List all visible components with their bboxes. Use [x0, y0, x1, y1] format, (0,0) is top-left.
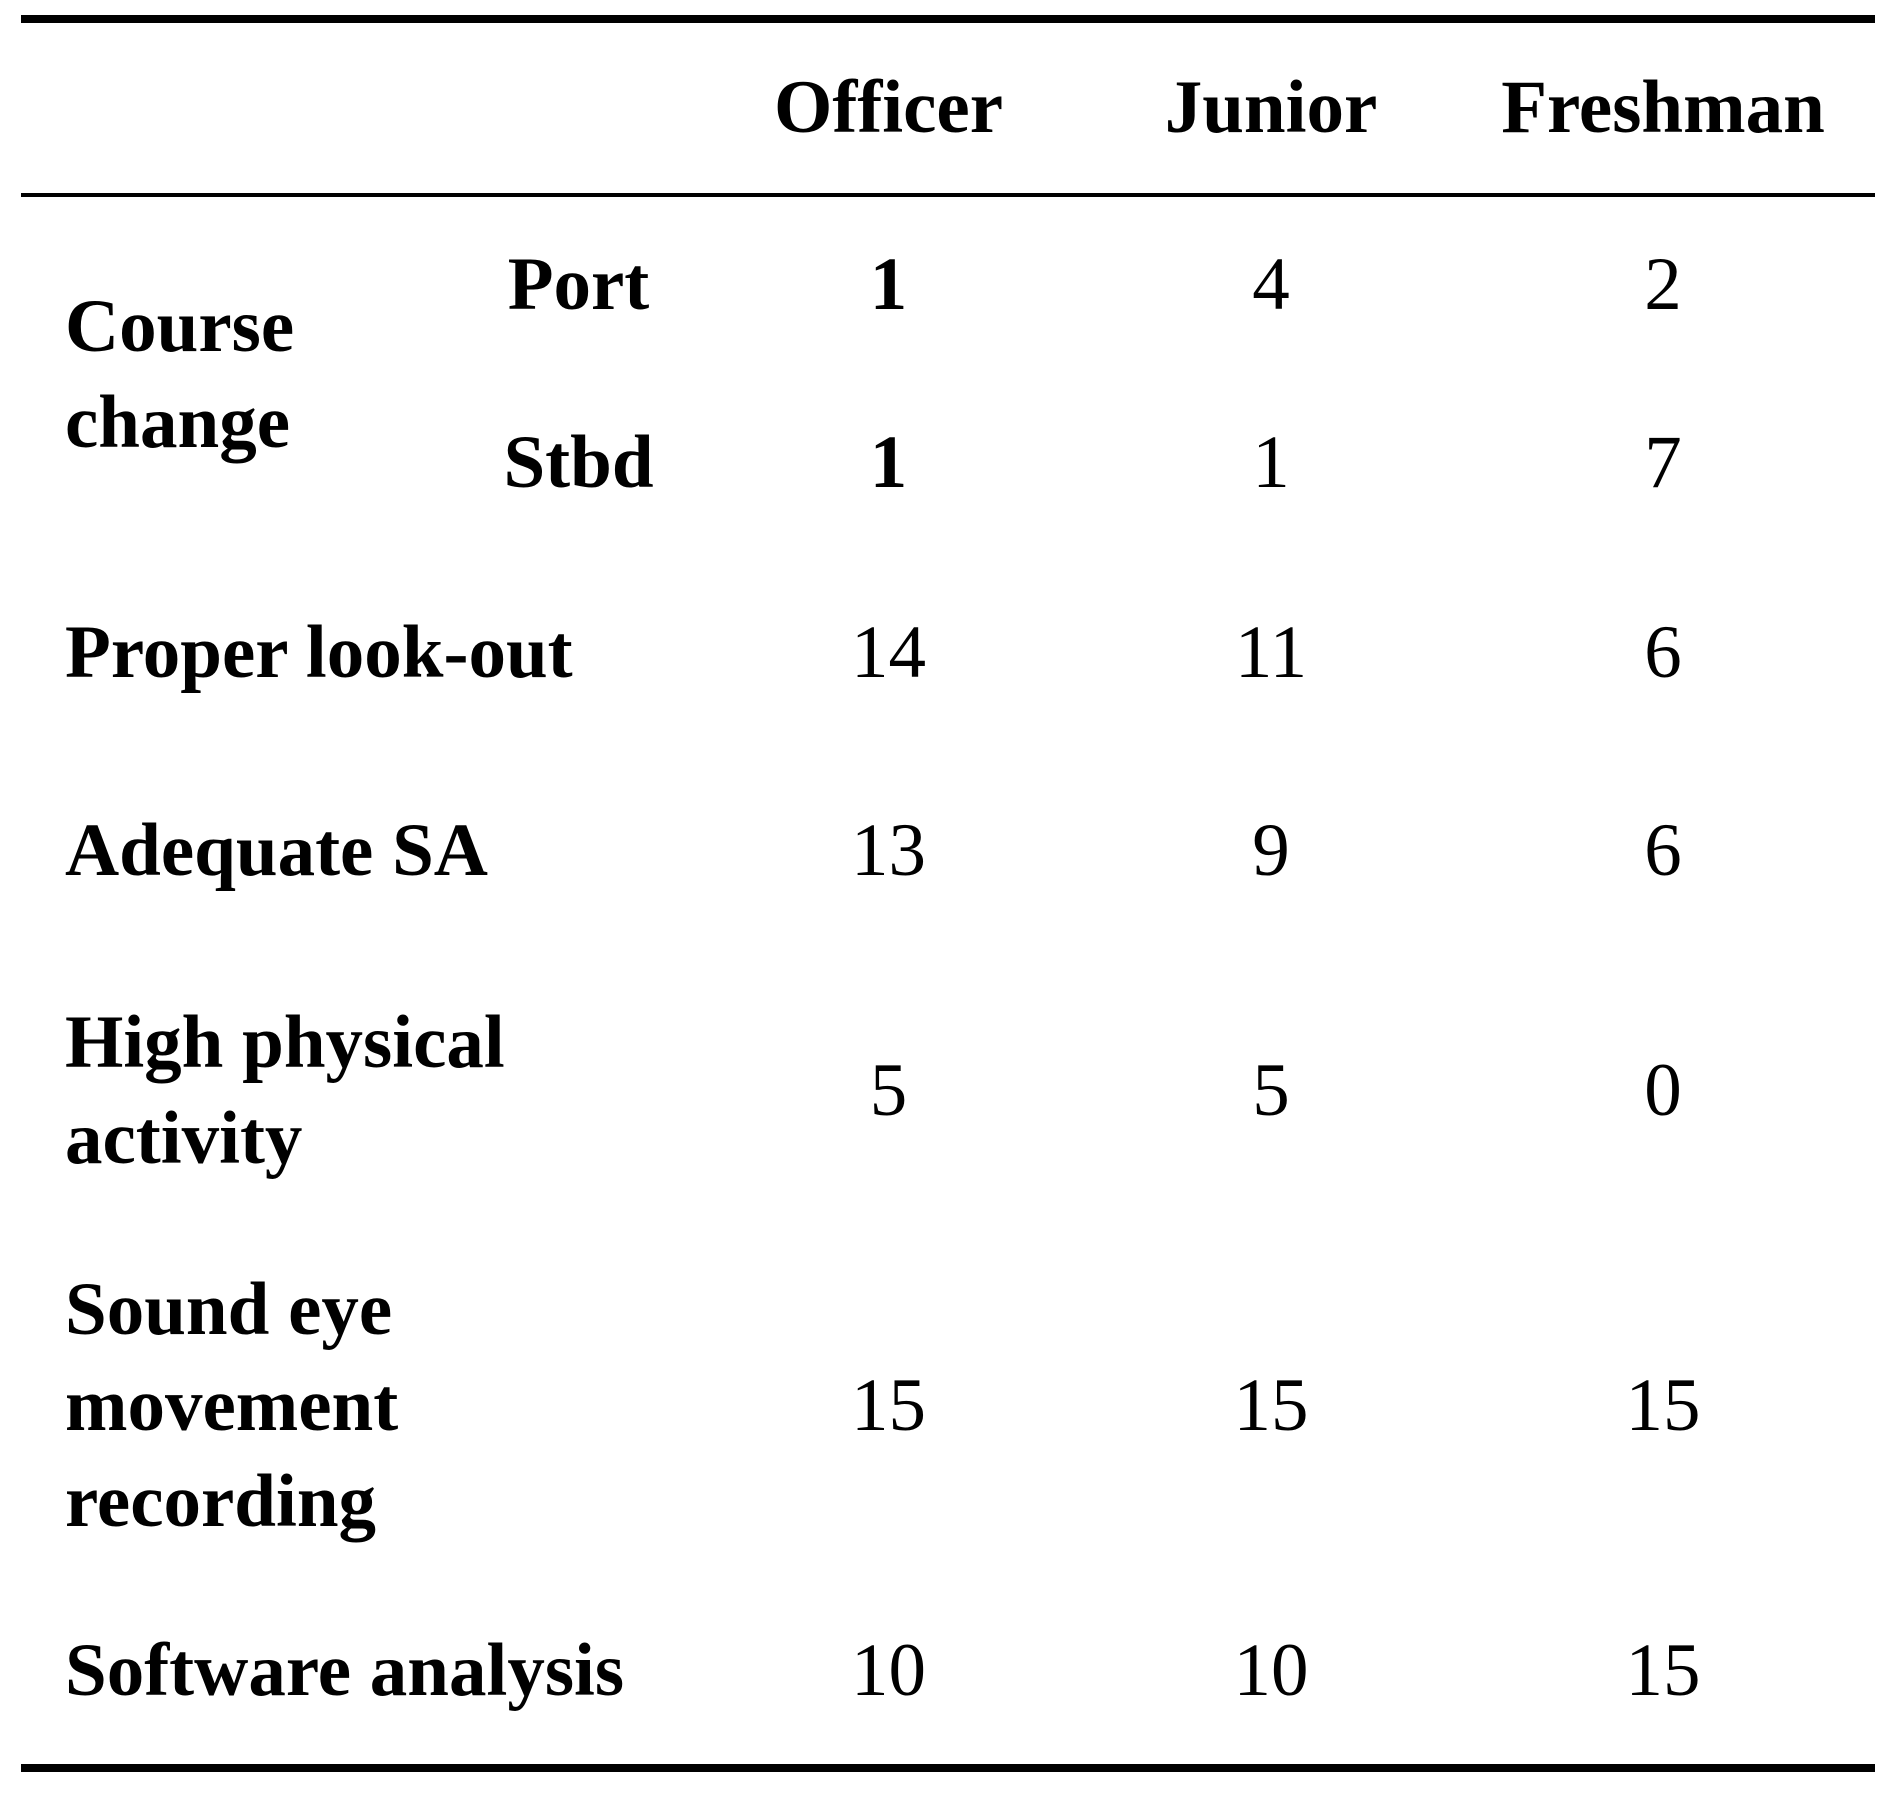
- cell-high-physical-activity-officer: 5: [869, 1048, 908, 1132]
- cell-sound-eye-movement-recording-junior: 15: [1233, 1363, 1309, 1447]
- row-label-course-change: Course change: [65, 285, 295, 464]
- column-header-freshman: Freshman: [1501, 66, 1825, 149]
- cell-port-freshman: 2: [1644, 243, 1682, 326]
- row-label-adequate-sa: Adequate SA: [65, 808, 488, 892]
- header-empty-cell: [21, 19, 686, 195]
- cell-high-physical-activity-junior: 5: [1252, 1048, 1290, 1132]
- cell-stbd-freshman: 7: [1644, 421, 1682, 504]
- cell-high-physical-activity-freshman: 0: [1644, 1048, 1682, 1132]
- cell-stbd-junior: 1: [1252, 421, 1290, 504]
- cell-sound-eye-movement-recording-officer: 15: [851, 1363, 926, 1447]
- table-row-sound-eye-movement-recording: Sound eye movement recording 15 15 15: [21, 1233, 1875, 1578]
- cell-port-junior: 4: [1252, 243, 1290, 326]
- row-label-high-physical-activity: High physical activity: [65, 1000, 505, 1180]
- cell-software-analysis-junior: 10: [1233, 1629, 1309, 1712]
- cell-proper-look-out-officer: 14: [851, 611, 926, 694]
- cell-proper-look-out-freshman: 6: [1644, 611, 1682, 694]
- column-header-junior: Junior: [1164, 66, 1378, 149]
- row-label-sound-eye-movement-recording: Sound eye movement recording: [65, 1267, 399, 1543]
- cell-software-analysis-officer: 10: [851, 1629, 926, 1712]
- sub-label-stbd: Stbd: [503, 421, 654, 504]
- cell-software-analysis-freshman: 15: [1625, 1629, 1701, 1712]
- results-table: Officer Junior Freshman Course change Po…: [21, 15, 1875, 1772]
- table-row-software-analysis: Software analysis 10 10 15: [21, 1578, 1875, 1768]
- table-row-proper-look-out: Proper look-out 14 11 6: [21, 553, 1875, 753]
- table-row-high-physical-activity: High physical activity 5 5 0: [21, 948, 1875, 1233]
- cell-sound-eye-movement-recording-freshman: 15: [1625, 1363, 1701, 1447]
- table-row-adequate-sa: Adequate SA 13 9 6: [21, 753, 1875, 948]
- table-row-course-change-stbd: Stbd 1 1 7: [21, 373, 1875, 553]
- header-row: Officer Junior Freshman: [21, 19, 1875, 195]
- cell-adequate-sa-junior: 9: [1252, 808, 1290, 892]
- cell-adequate-sa-freshman: 6: [1644, 808, 1682, 892]
- sub-label-port: Port: [507, 243, 650, 326]
- column-header-officer: Officer: [774, 66, 1003, 149]
- cell-stbd-officer: 1: [869, 421, 908, 504]
- row-label-software-analysis: Software analysis: [65, 1629, 625, 1712]
- table-row-course-change-port: Course change Port 1 4 2: [21, 195, 1875, 464]
- cell-adequate-sa-officer: 13: [851, 808, 926, 892]
- cell-proper-look-out-junior: 11: [1234, 611, 1308, 694]
- cell-port-officer: 1: [869, 243, 908, 326]
- row-label-proper-look-out: Proper look-out: [65, 611, 573, 694]
